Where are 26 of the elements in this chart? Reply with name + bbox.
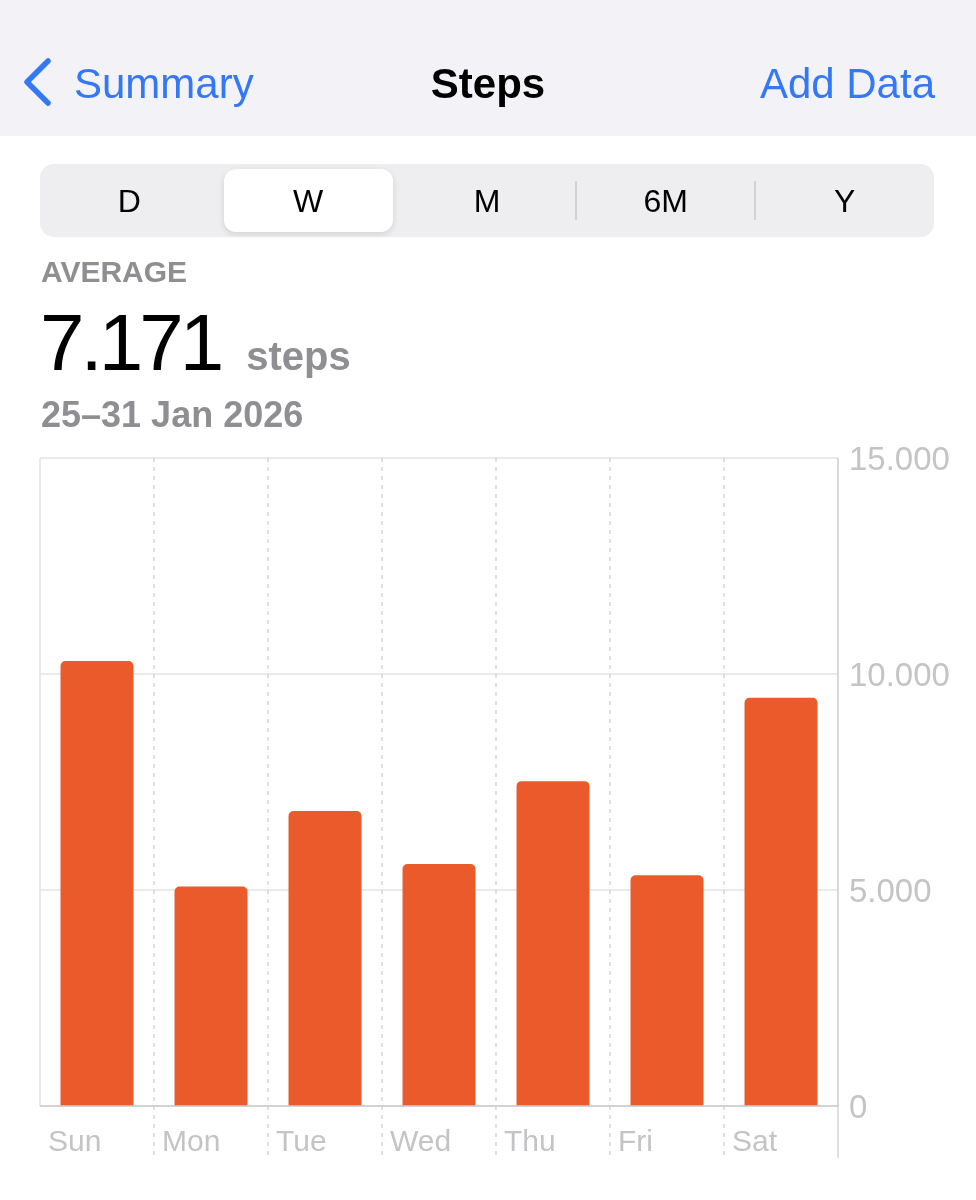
- x-tick-label: Wed: [390, 1123, 452, 1157]
- bar: [630, 875, 704, 1106]
- y-tick-label: 0: [849, 1087, 868, 1125]
- text: Summary: [74, 60, 254, 107]
- bar: [744, 697, 818, 1106]
- x-tick-label: Tue: [276, 1123, 327, 1157]
- text: Add Data: [759, 60, 935, 107]
- x-tick-label: Sat: [732, 1123, 778, 1157]
- y-tick-label: 5.000: [849, 871, 932, 909]
- x-tick-label: Fri: [618, 1123, 653, 1157]
- y-tick-label: 15.000: [849, 439, 950, 477]
- text: AVERAGE: [41, 255, 188, 288]
- bar: [402, 864, 476, 1106]
- text: steps: [246, 334, 351, 378]
- x-tick-label: Sun: [48, 1123, 102, 1157]
- x-tick-label: Thu: [504, 1123, 556, 1157]
- bar: [516, 781, 590, 1106]
- text: 7.171: [40, 298, 221, 387]
- y-tick-label: 10.000: [849, 655, 950, 693]
- bar: [60, 661, 134, 1106]
- x-tick-label: Mon: [162, 1123, 221, 1157]
- chart-title: Steps: [430, 60, 546, 107]
- bar: [174, 886, 248, 1106]
- chart-subtitle: 25–31 Jan 2026: [41, 394, 304, 435]
- segmented-control: D W M 6M Y: [40, 164, 934, 237]
- bar: [288, 810, 362, 1106]
